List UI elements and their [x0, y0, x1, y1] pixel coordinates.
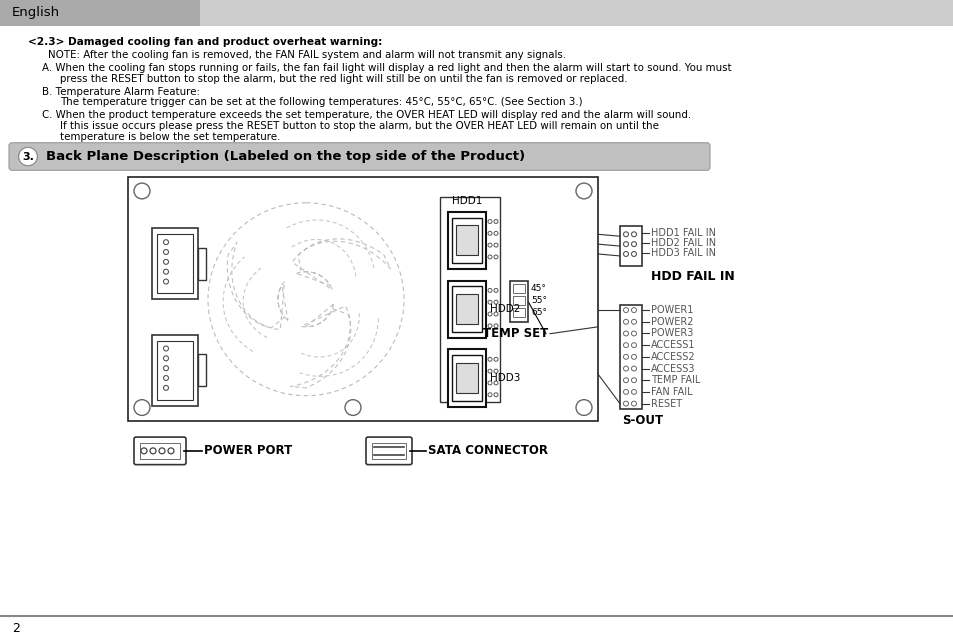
Text: If this issue occurs please press the RESET button to stop the alarm, but the OV: If this issue occurs please press the RE… [60, 121, 659, 131]
Text: 55°: 55° [531, 296, 546, 305]
Text: POWER3: POWER3 [650, 328, 693, 338]
Text: 45°: 45° [531, 284, 546, 293]
Bar [619, 305, 641, 408]
Text: HDD2 FAIL IN: HDD2 FAIL IN [650, 238, 716, 248]
Text: The temperature trigger can be set at the following temperatures: 45°C, 55°C, 65: The temperature trigger can be set at th… [60, 97, 582, 107]
FancyBboxPatch shape [9, 142, 709, 170]
Bar [198, 248, 206, 280]
Text: POWER PORT: POWER PORT [204, 445, 292, 457]
FancyBboxPatch shape [133, 437, 186, 465]
Text: HDD FAIL IN: HDD FAIL IN [650, 270, 734, 283]
Bar [513, 296, 524, 305]
Text: B. Temperature Alarm Feature:: B. Temperature Alarm Feature: [42, 86, 200, 97]
Bar [200, 0, 953, 25]
Text: Back Plane Description (Labeled on the top side of the Product): Back Plane Description (Labeled on the t… [46, 150, 524, 163]
Bar [448, 280, 485, 338]
Text: POWER1: POWER1 [650, 305, 693, 315]
Text: RESET: RESET [650, 399, 681, 408]
Text: HDD3 FAIL IN: HDD3 FAIL IN [650, 248, 716, 258]
Circle shape [18, 147, 37, 166]
Bar [372, 443, 406, 459]
Text: TEMP FAIL: TEMP FAIL [650, 375, 700, 385]
Bar [448, 212, 485, 269]
Text: TEMP SET: TEMP SET [482, 327, 547, 340]
Bar [152, 335, 198, 406]
Bar [157, 234, 193, 293]
Text: HDD1 FAIL IN: HDD1 FAIL IN [650, 228, 716, 238]
Text: FAN FAIL: FAN FAIL [650, 387, 692, 397]
Text: 2: 2 [12, 622, 20, 635]
Text: ACCESS1: ACCESS1 [650, 340, 695, 350]
Bar [152, 228, 198, 300]
Text: temperature is below the set temperature.: temperature is below the set temperature… [60, 132, 280, 142]
Text: HDD2: HDD2 [490, 304, 519, 314]
Text: SATA CONNECTOR: SATA CONNECTOR [428, 445, 547, 457]
Text: C. When the product temperature exceeds the set temperature, the OVER HEAT LED w: C. When the product temperature exceeds … [42, 110, 690, 120]
Bar [198, 354, 206, 386]
Bar [456, 225, 477, 255]
Bar [452, 356, 481, 401]
Text: NOTE: After the cooling fan is removed, the FAN FAIL system and alarm will not t: NOTE: After the cooling fan is removed, … [48, 50, 565, 60]
Bar [128, 177, 598, 421]
Bar [452, 218, 481, 263]
Bar [456, 363, 477, 393]
Text: HDD3: HDD3 [490, 373, 519, 383]
Text: English: English [12, 6, 60, 19]
Text: 65°: 65° [531, 308, 546, 317]
Bar [140, 443, 180, 459]
Bar [456, 294, 477, 324]
Bar [513, 284, 524, 293]
Bar [0, 0, 200, 25]
Text: ACCESS2: ACCESS2 [650, 352, 695, 362]
Bar [619, 226, 641, 266]
Bar [157, 341, 193, 399]
Text: HDD1: HDD1 [452, 196, 481, 205]
Text: A. When the cooling fan stops running or fails, the fan fail light will display : A. When the cooling fan stops running or… [42, 63, 731, 73]
Text: 3.: 3. [22, 151, 34, 162]
Bar [439, 197, 499, 402]
Bar [510, 280, 527, 322]
Bar [448, 349, 485, 406]
Bar [452, 286, 481, 332]
Text: S-OUT: S-OUT [621, 415, 662, 427]
Text: ACCESS3: ACCESS3 [650, 364, 695, 373]
Text: <2.3> Damaged cooling fan and product overheat warning:: <2.3> Damaged cooling fan and product ov… [28, 38, 382, 48]
Text: press the RESET button to stop the alarm, but the red light will still be on unt: press the RESET button to stop the alarm… [60, 74, 627, 84]
Bar [513, 308, 524, 317]
FancyBboxPatch shape [366, 437, 412, 465]
Text: POWER2: POWER2 [650, 317, 693, 327]
